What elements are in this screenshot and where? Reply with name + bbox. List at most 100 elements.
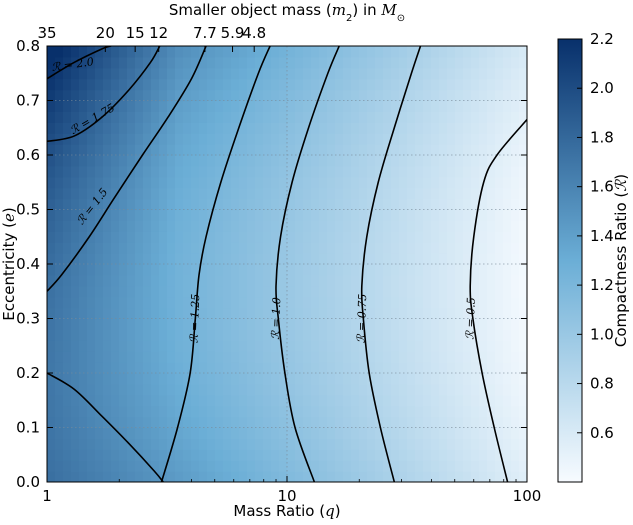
heatmap-cell — [55, 67, 64, 80]
heatmap-cell — [343, 373, 352, 385]
heatmap-cell — [71, 460, 80, 472]
heatmap-cell — [335, 427, 344, 439]
heatmap-cell — [143, 111, 152, 123]
heatmap-cell — [415, 438, 424, 450]
heatmap-cell — [367, 405, 376, 418]
heatmap-cell — [255, 198, 264, 211]
heatmap-cell — [311, 155, 320, 167]
heatmap-cell — [63, 56, 72, 69]
heatmap-cell — [87, 209, 96, 221]
heatmap-cell — [87, 285, 96, 298]
heatmap-cell — [303, 405, 312, 418]
heatmap-cell — [103, 329, 112, 341]
heatmap-cell — [167, 253, 176, 265]
heatmap-cell — [319, 274, 328, 287]
colorbar-tick-label: 0.8 — [590, 375, 614, 393]
heatmap-cell — [455, 351, 464, 363]
heatmap-cell — [191, 296, 200, 309]
heatmap-cell — [95, 351, 104, 363]
heatmap-cell — [191, 438, 200, 450]
heatmap-cell — [103, 362, 112, 374]
heatmap-cell — [303, 176, 312, 189]
heatmap-cell — [479, 351, 488, 363]
heatmap-cell — [207, 416, 216, 429]
heatmap-cell — [159, 46, 168, 58]
heatmap-cell — [471, 362, 480, 374]
heatmap-cell — [79, 307, 88, 320]
heatmap-cell — [215, 89, 224, 102]
heatmap-cell — [215, 144, 224, 156]
heatmap-cell — [319, 198, 328, 211]
heatmap-cell — [215, 318, 224, 330]
heatmap-cell — [487, 78, 496, 91]
heatmap-cell — [191, 340, 200, 352]
heatmap-cell — [447, 46, 456, 58]
heatmap-cell — [207, 46, 216, 58]
heatmap-cell — [207, 242, 216, 254]
heatmap-cell — [143, 427, 152, 439]
heatmap-cell — [487, 144, 496, 156]
heatmap-cell — [335, 56, 344, 69]
heatmap-cell — [215, 133, 224, 145]
heatmap-cell — [319, 318, 328, 330]
heatmap-cell — [439, 187, 448, 200]
contour-line — [160, 46, 271, 482]
heatmap-cell — [263, 351, 272, 363]
heatmap-cell — [407, 460, 416, 472]
heatmap-cell — [351, 373, 360, 385]
heatmap-cell — [455, 383, 464, 396]
heatmap-cell — [271, 383, 280, 396]
heatmap-cell — [519, 318, 527, 330]
heatmap-cell — [119, 111, 128, 123]
heatmap-cell — [455, 449, 464, 461]
heatmap-cell — [231, 427, 240, 439]
heatmap-cell — [351, 56, 360, 69]
heatmap-cell — [335, 264, 344, 276]
y-axis: 0.00.10.20.30.40.50.60.70.8 — [16, 37, 527, 491]
heatmap-cell — [519, 460, 527, 472]
heatmap-cell — [55, 46, 64, 58]
heatmap-cell — [287, 78, 296, 91]
heatmap-cell — [311, 394, 320, 407]
heatmap-cell — [79, 198, 88, 211]
heatmap-cell — [47, 155, 56, 167]
heatmap-cell — [463, 307, 472, 320]
heatmap-cell — [455, 394, 464, 407]
heatmap-cell — [119, 231, 128, 243]
heatmap-cell — [407, 155, 416, 167]
heatmap-cell — [327, 111, 336, 123]
heatmap-cell — [79, 242, 88, 254]
heatmap-cell — [135, 274, 144, 287]
heatmap-cell — [199, 89, 208, 102]
heatmap-cell — [159, 405, 168, 418]
heatmap-cell — [215, 362, 224, 374]
heatmap-cell — [111, 187, 120, 200]
heatmap-cell — [111, 296, 120, 309]
heatmap-cell — [151, 231, 160, 243]
heatmap-cell — [463, 373, 472, 385]
heatmap-cell — [407, 373, 416, 385]
heatmap-cell — [415, 362, 424, 374]
heatmap-cell — [479, 56, 488, 69]
heatmap-cell — [511, 253, 520, 265]
heatmap-cell — [127, 307, 136, 320]
contour-label: ℛ = 1.0 — [269, 297, 283, 340]
heatmap-cell — [263, 329, 272, 341]
heatmap-cell — [423, 165, 432, 178]
heatmap-cell — [279, 111, 288, 123]
heatmap-cell — [375, 471, 384, 482]
heatmap-cell — [111, 144, 120, 156]
heatmap-cell — [439, 144, 448, 156]
heatmap-cell — [463, 133, 472, 145]
heatmap-cell — [71, 351, 80, 363]
heatmap-cell — [191, 351, 200, 363]
heatmap-cell — [255, 231, 264, 243]
heatmap-cell — [335, 67, 344, 80]
heatmap-cell — [487, 274, 496, 287]
heatmap-cell — [423, 144, 432, 156]
heatmap-cell — [135, 264, 144, 276]
heatmap-cell — [351, 427, 360, 439]
heatmap-cell — [191, 144, 200, 156]
heatmap-cell — [63, 187, 72, 200]
heatmap-cell — [399, 209, 408, 221]
